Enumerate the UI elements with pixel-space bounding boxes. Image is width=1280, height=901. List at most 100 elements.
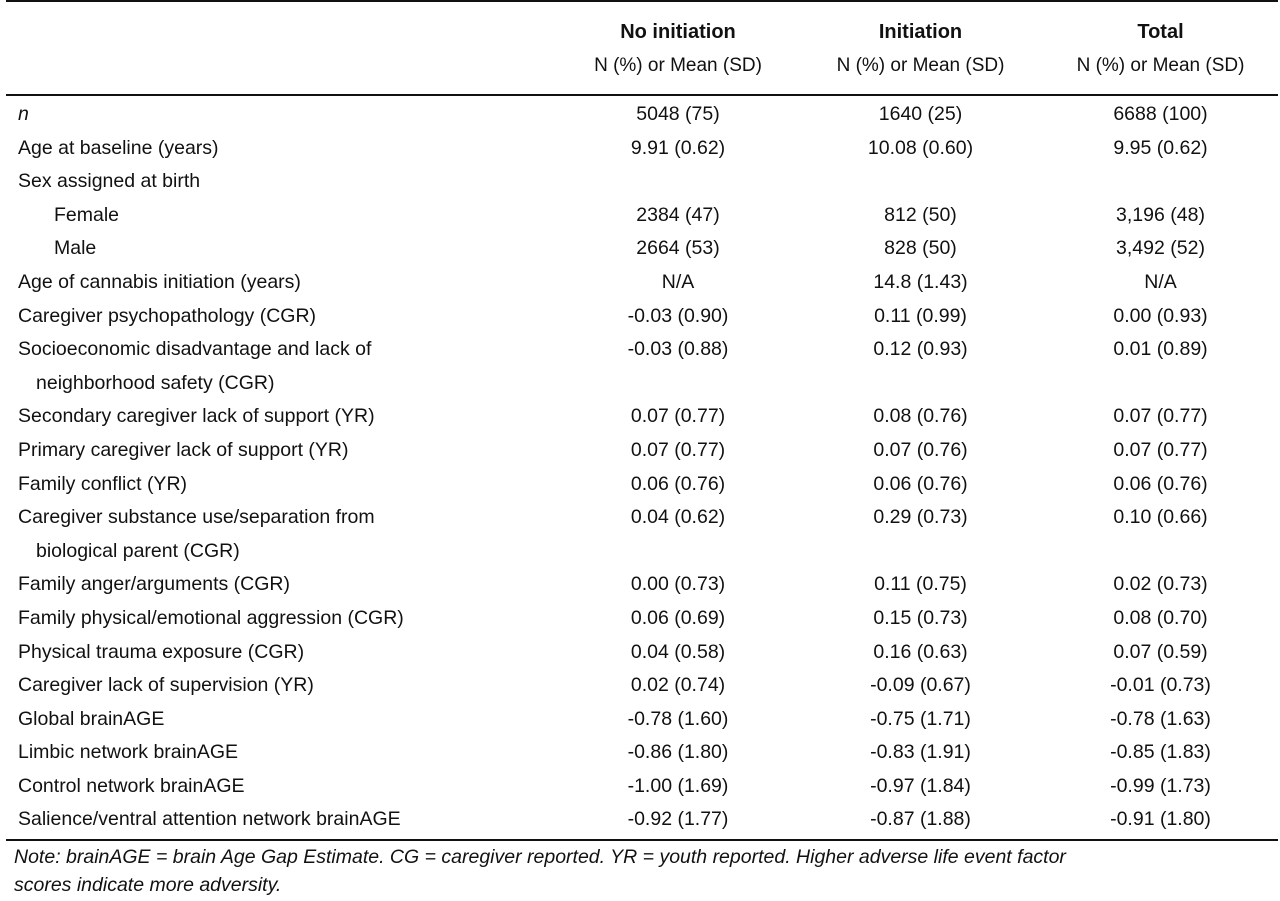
- table-row: Socioeconomic disadvantage and lack of n…: [6, 333, 1278, 400]
- column-title: No initiation: [620, 21, 736, 43]
- row-label: Family anger/arguments (CGR): [18, 573, 290, 596]
- table-row: Caregiver lack of supervision (YR) 0.02 …: [6, 669, 1278, 703]
- cell-total: 0.07 (0.77): [1113, 405, 1208, 428]
- table-row: Caregiver substance use/separation from …: [6, 501, 1278, 568]
- table-row: Control network brainAGE -1.00 (1.69) -0…: [6, 770, 1278, 804]
- table-row: Family conflict (YR) 0.06 (0.76) 0.06 (0…: [6, 468, 1278, 502]
- cell-initiation: 828 (50): [884, 237, 957, 260]
- cell-initiation: 14.8 (1.43): [873, 270, 968, 293]
- cell-total: 9.95 (0.62): [1113, 136, 1208, 159]
- cell-total: 0.10 (0.66): [1113, 506, 1208, 529]
- row-label: Female: [54, 203, 120, 226]
- cell-no-initiation: 5048 (75): [636, 103, 720, 125]
- cell-no-initiation: -0.03 (0.90): [627, 304, 729, 327]
- cell-total: -0.99 (1.73): [1110, 774, 1211, 797]
- cell-no-initiation: 0.04 (0.62): [630, 506, 726, 529]
- cell-initiation: 0.07 (0.76): [873, 438, 968, 461]
- cell-initiation: 10.08 (0.60): [867, 136, 974, 159]
- table-note: Note: brainAGE = brain Age Gap Estimate.…: [14, 843, 1264, 899]
- row-label: Male: [54, 237, 97, 260]
- cell-initiation: -0.83 (1.91): [870, 741, 971, 764]
- cell-no-initiation: 0.07 (0.77): [630, 405, 726, 428]
- row-label: Age at baseline (years): [18, 136, 219, 159]
- table-row: Sex assigned at birth: [6, 165, 1278, 199]
- column-subtitle: N (%) or Mean (SD): [594, 55, 762, 76]
- row-label: Age of cannabis initiation (years): [18, 270, 301, 293]
- row-label: Sex assigned at birth: [18, 170, 201, 193]
- table-row: Age at baseline (years) 9.91 (0.62) 10.0…: [6, 132, 1278, 166]
- cell-initiation: 0.29 (0.73): [873, 506, 968, 529]
- cell-total: -0.78 (1.63): [1110, 707, 1211, 730]
- cell-initiation: -0.09 (0.67): [870, 674, 971, 697]
- cell-no-initiation: 2664 (53): [636, 237, 720, 260]
- cell-total: 0.07 (0.77): [1113, 438, 1208, 461]
- row-label: Salience/ventral attention network brain…: [6, 803, 558, 842]
- row-label-line2: biological parent (CGR): [36, 539, 240, 562]
- cell-total: 0.07 (0.59): [1113, 640, 1208, 663]
- cell-no-initiation: 0.06 (0.69): [630, 606, 726, 629]
- cell-no-initiation: -0.92 (1.77): [558, 803, 798, 842]
- cell-initiation: 0.08 (0.76): [873, 405, 968, 428]
- cell-total: -0.91 (1.80): [1043, 803, 1278, 842]
- row-label-line2: neighborhood safety (CGR): [36, 371, 275, 394]
- cell-total: 0.01 (0.89): [1113, 338, 1208, 361]
- row-label-wrapped: Socioeconomic disadvantage and lack of n…: [6, 333, 558, 400]
- row-label: Caregiver psychopathology (CGR): [18, 304, 317, 327]
- cell-no-initiation: 0.04 (0.58): [630, 640, 726, 663]
- table-row: Age of cannabis initiation (years) N/A 1…: [6, 266, 1278, 300]
- cell-initiation: 0.15 (0.73): [873, 606, 968, 629]
- cell-no-initiation: 2384 (47): [636, 203, 720, 226]
- row-label: Secondary caregiver lack of support (YR): [18, 405, 375, 428]
- row-label: Global brainAGE: [18, 707, 165, 730]
- cell-no-initiation: 0.02 (0.74): [630, 674, 726, 697]
- table-note-line1: Note: brainAGE = brain Age Gap Estimate.…: [14, 846, 1066, 868]
- cell-initiation: -0.97 (1.84): [870, 774, 971, 797]
- cell-total: 6688 (100): [1113, 103, 1208, 125]
- table-row: Family physical/emotional aggression (CG…: [6, 602, 1278, 636]
- row-label-line1: Socioeconomic disadvantage and lack of: [18, 338, 372, 361]
- cell-no-initiation: 0.07 (0.77): [630, 438, 726, 461]
- table-row: Physical trauma exposure (CGR) 0.04 (0.5…: [6, 636, 1278, 670]
- cell-total: 0.02 (0.73): [1113, 573, 1208, 596]
- table-row: Global brainAGE -0.78 (1.60) -0.75 (1.71…: [6, 703, 1278, 737]
- cell-initiation: -0.87 (1.88): [798, 803, 1043, 842]
- cell-total: 0.08 (0.70): [1113, 606, 1208, 629]
- cell-initiation: 0.11 (0.75): [874, 573, 967, 596]
- cell-no-initiation: -0.86 (1.80): [627, 741, 729, 764]
- cell-initiation: [798, 165, 1043, 199]
- cell-initiation: -0.75 (1.71): [870, 707, 971, 730]
- table-header-row: No initiation N (%) or Mean (SD) Initiat…: [6, 0, 1278, 96]
- table-container: No initiation N (%) or Mean (SD) Initiat…: [6, 0, 1278, 842]
- row-label: Family conflict (YR): [18, 472, 188, 495]
- table-row: Male 2664 (53) 828 (50) 3,492 (52): [6, 232, 1278, 266]
- row-label: Family physical/emotional aggression (CG…: [18, 606, 404, 629]
- header-cell-label: [6, 0, 558, 96]
- cell-total: 0.06 (0.76): [1113, 472, 1208, 495]
- cell-no-initiation: -0.03 (0.88): [627, 338, 729, 361]
- header-cell-initiation: Initiation N (%) or Mean (SD): [798, 0, 1043, 96]
- table-row: Caregiver psychopathology (CGR) -0.03 (0…: [6, 300, 1278, 334]
- cell-no-initiation: -0.78 (1.60): [627, 707, 729, 730]
- column-subtitle: N (%) or Mean (SD): [836, 55, 1005, 76]
- cell-total: 3,492 (52): [1116, 237, 1205, 260]
- column-title: Total: [1137, 21, 1184, 43]
- cell-no-initiation: [558, 165, 798, 199]
- row-label: Physical trauma exposure (CGR): [18, 640, 305, 663]
- cell-initiation: 0.16 (0.63): [873, 640, 968, 663]
- cell-no-initiation: N/A: [661, 270, 695, 293]
- table-row: Family anger/arguments (CGR) 0.00 (0.73)…: [6, 568, 1278, 602]
- cell-initiation: 812 (50): [884, 203, 957, 226]
- row-label: n: [18, 103, 29, 125]
- table-row: Limbic network brainAGE -0.86 (1.80) -0.…: [6, 736, 1278, 770]
- cell-total: -0.85 (1.83): [1110, 741, 1211, 764]
- cell-initiation: 1640 (25): [878, 103, 963, 125]
- table-row: Secondary caregiver lack of support (YR)…: [6, 400, 1278, 434]
- cell-total: 3,196 (48): [1116, 203, 1205, 226]
- column-subtitle: N (%) or Mean (SD): [1076, 55, 1245, 76]
- cell-total: -0.01 (0.73): [1110, 674, 1211, 697]
- cell-total: [1043, 165, 1278, 199]
- row-label: Caregiver lack of supervision (YR): [18, 674, 314, 697]
- cell-no-initiation: 0.00 (0.73): [630, 573, 726, 596]
- cell-initiation: 0.12 (0.93): [873, 338, 968, 361]
- table-row: Female 2384 (47) 812 (50) 3,196 (48): [6, 199, 1278, 233]
